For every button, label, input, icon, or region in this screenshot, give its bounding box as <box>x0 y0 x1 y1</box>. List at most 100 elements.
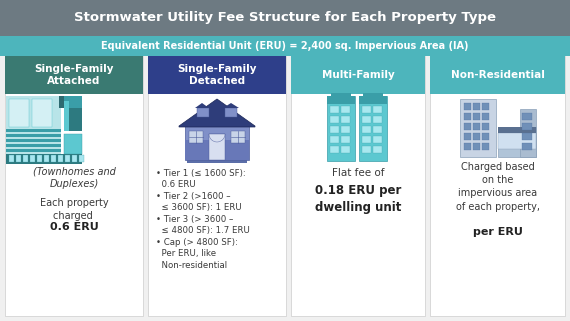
Bar <box>482 113 488 120</box>
Bar <box>64 101 69 131</box>
Bar <box>148 56 286 316</box>
Bar <box>231 131 245 143</box>
Bar <box>363 93 383 98</box>
Polygon shape <box>223 103 239 108</box>
Bar <box>148 56 286 94</box>
Bar <box>65 155 70 162</box>
Bar <box>463 133 470 140</box>
Bar <box>362 126 371 133</box>
Bar <box>291 56 425 94</box>
Bar <box>459 99 495 157</box>
Text: 0.6 ERU: 0.6 ERU <box>50 222 99 232</box>
Text: Charged based
on the
impervious area
of each property,: Charged based on the impervious area of … <box>455 162 539 212</box>
Bar <box>59 96 64 108</box>
Bar <box>473 133 479 140</box>
Bar <box>64 101 82 131</box>
Bar <box>0 0 570 36</box>
Bar <box>225 108 237 117</box>
Bar <box>522 143 531 150</box>
Text: Flat fee of: Flat fee of <box>332 168 384 178</box>
Bar <box>359 96 387 161</box>
Bar <box>187 158 247 163</box>
Bar <box>59 96 82 108</box>
Bar <box>373 106 382 113</box>
Polygon shape <box>195 103 209 108</box>
Text: • Cap (> 4800 SF):
  Per ERU, like
  Non-residential: • Cap (> 4800 SF): Per ERU, like Non-res… <box>156 238 238 270</box>
Bar <box>362 116 371 123</box>
Bar <box>373 126 382 133</box>
Bar <box>6 134 61 137</box>
Bar <box>359 96 387 104</box>
Bar <box>341 136 350 143</box>
Bar <box>473 103 479 110</box>
Bar <box>498 127 535 157</box>
Text: 0.18 ERU per
dwelling unit: 0.18 ERU per dwelling unit <box>315 184 401 214</box>
Text: per ERU: per ERU <box>473 227 523 237</box>
Bar <box>30 155 35 162</box>
Bar <box>373 146 382 153</box>
Bar <box>9 155 14 162</box>
Bar <box>189 131 203 143</box>
Text: Non-Residential: Non-Residential <box>450 70 544 80</box>
Bar <box>362 146 371 153</box>
Bar <box>185 140 249 160</box>
Bar <box>192 155 242 159</box>
Bar <box>463 103 470 110</box>
Bar <box>373 116 382 123</box>
Bar <box>482 143 488 150</box>
Bar <box>185 126 249 160</box>
Bar <box>373 136 382 143</box>
Text: Each property
charged: Each property charged <box>40 198 108 221</box>
Bar <box>482 133 488 140</box>
Text: Equivalent Residential Unit (ERU) = 2,400 sq. Impervious Area (IA): Equivalent Residential Unit (ERU) = 2,40… <box>101 41 469 51</box>
Bar <box>72 155 77 162</box>
Bar <box>6 129 61 132</box>
Bar <box>5 56 143 316</box>
Bar <box>0 36 570 56</box>
Bar <box>44 155 49 162</box>
Text: Stormwater Utility Fee Structure for Each Property Type: Stormwater Utility Fee Structure for Eac… <box>74 12 496 24</box>
Bar <box>341 116 350 123</box>
Bar <box>341 106 350 113</box>
Text: • Tier 2 (>1600 –
  ≤ 3600 SF): 1 ERU: • Tier 2 (>1600 – ≤ 3600 SF): 1 ERU <box>156 192 242 213</box>
Bar <box>498 133 535 149</box>
Text: Multi-Family: Multi-Family <box>321 70 394 80</box>
Bar <box>330 106 339 113</box>
Wedge shape <box>209 134 225 142</box>
Bar <box>482 103 488 110</box>
Bar <box>291 56 425 316</box>
Polygon shape <box>179 99 255 127</box>
Bar <box>58 155 63 162</box>
Bar <box>463 113 470 120</box>
Bar <box>362 136 371 143</box>
Text: (Townhomes and
Duplexes): (Townhomes and Duplexes) <box>32 166 116 189</box>
Bar <box>330 116 339 123</box>
Bar <box>463 123 470 130</box>
Bar <box>430 56 565 316</box>
Bar <box>6 144 61 147</box>
Bar <box>331 93 351 98</box>
Bar <box>51 155 56 162</box>
Bar <box>330 136 339 143</box>
Bar <box>341 126 350 133</box>
Bar <box>23 155 28 162</box>
Bar <box>341 146 350 153</box>
Text: • Tier 1 (≤ 1600 SF):
  0.6 ERU: • Tier 1 (≤ 1600 SF): 0.6 ERU <box>156 169 246 189</box>
Text: Single-Family
Detached: Single-Family Detached <box>177 64 256 86</box>
Bar <box>32 99 52 127</box>
Bar <box>519 109 535 157</box>
Bar <box>5 56 143 94</box>
Bar <box>430 56 565 94</box>
Bar <box>209 134 225 160</box>
Bar <box>6 154 82 164</box>
Bar <box>522 123 531 130</box>
Bar <box>362 106 371 113</box>
Bar <box>79 155 84 162</box>
Bar <box>6 149 61 152</box>
Bar <box>9 99 29 127</box>
Bar <box>498 127 535 133</box>
Bar <box>482 123 488 130</box>
Text: Single-Family
Attached: Single-Family Attached <box>34 64 114 86</box>
Bar <box>522 113 531 120</box>
Bar <box>6 139 61 142</box>
